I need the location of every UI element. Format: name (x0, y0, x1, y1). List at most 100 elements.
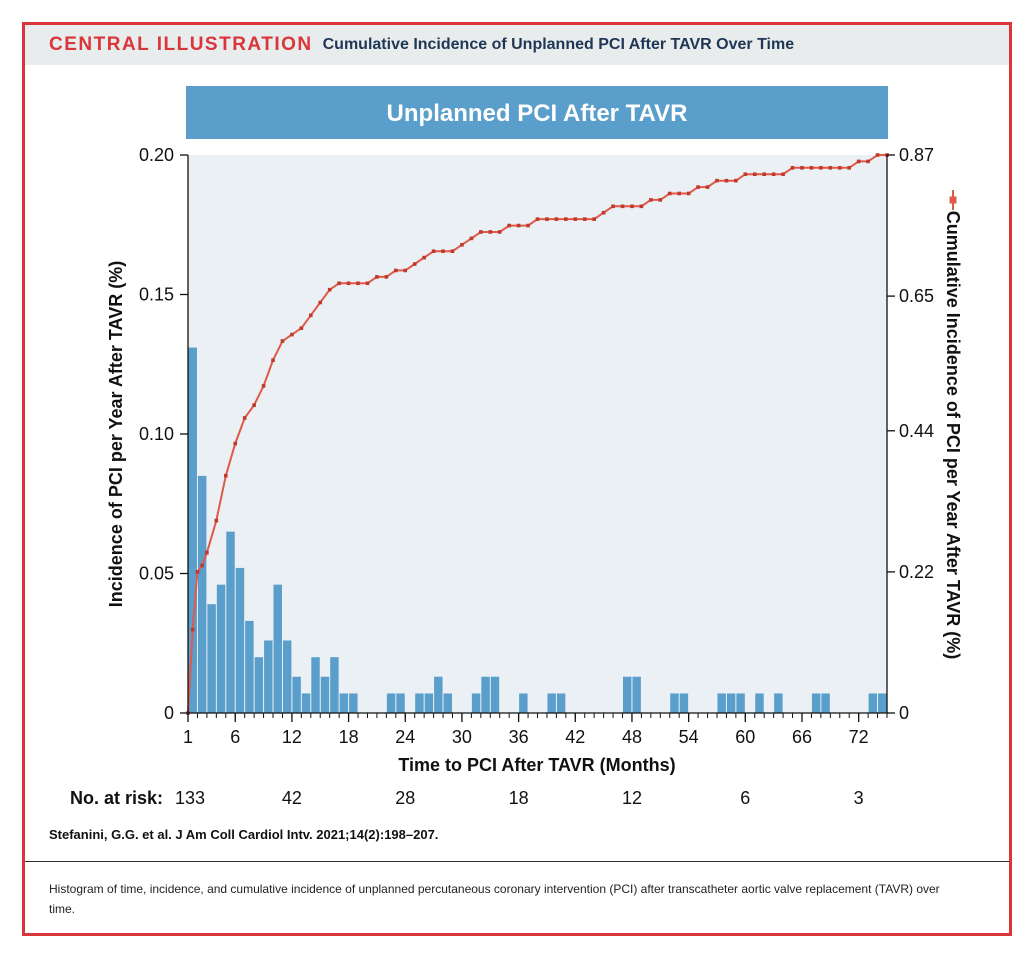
histogram-bar (273, 584, 282, 713)
x-tick-label: 1 (183, 727, 193, 747)
cumulative-marker (507, 223, 511, 228)
figure-title: Cumulative Incidence of Unplanned PCI Af… (322, 36, 795, 53)
cumulative-marker (200, 563, 204, 568)
x-tick-label: 54 (679, 727, 699, 747)
cumulative-marker (800, 166, 804, 170)
risk-table-value: 28 (395, 788, 415, 808)
histogram-bar (632, 676, 641, 713)
histogram-bar (339, 693, 349, 713)
cumulative-marker (431, 249, 436, 254)
histogram-bar (717, 693, 726, 713)
cumulative-marker (649, 198, 653, 202)
x-tick-label: 66 (792, 727, 812, 747)
histogram-bar (481, 676, 490, 713)
x-tick-label: 60 (735, 727, 755, 747)
y-left-tick-label: 0.10 (139, 424, 174, 444)
x-tick-label: 6 (230, 727, 240, 747)
plot-area (188, 155, 887, 713)
histogram-bar (188, 347, 197, 713)
cumulative-marker (190, 627, 195, 632)
histogram-bar (386, 693, 396, 713)
y-right-tick-label: 0 (899, 703, 909, 723)
cumulative-marker (327, 287, 332, 292)
cumulative-marker (620, 204, 625, 209)
histogram-bar (207, 604, 216, 713)
risk-table-value: 42 (282, 788, 302, 808)
cumulative-marker (497, 230, 502, 234)
cumulative-marker (195, 570, 200, 574)
histogram-bar (774, 693, 783, 713)
cumulative-marker (252, 403, 256, 407)
figure-frame: CENTRAL ILLUSTRATION Cumulative Incidenc… (22, 22, 1012, 936)
histogram-bar (490, 676, 500, 713)
cumulative-marker (837, 166, 842, 170)
cumulative-marker (545, 217, 549, 221)
cumulative-marker (573, 217, 578, 221)
cumulative-marker (762, 172, 767, 177)
histogram-bar (811, 693, 821, 713)
cumulative-marker (809, 166, 814, 170)
cumulative-marker (705, 185, 710, 189)
y-left-tick-label: 0.05 (139, 564, 174, 584)
chart-title: Unplanned PCI After TAVR (387, 100, 688, 127)
histogram-bar (434, 676, 443, 713)
histogram-bar (264, 640, 273, 713)
histogram-bar (547, 693, 556, 713)
histogram-bar (519, 693, 528, 713)
cumulative-marker (875, 153, 880, 157)
cumulative-marker (611, 204, 615, 209)
histogram-bar (424, 693, 434, 713)
x-tick-label: 48 (622, 727, 642, 747)
histogram-bar (311, 657, 320, 713)
histogram-bar (726, 693, 736, 713)
chart-title-banner (186, 86, 888, 139)
y-left-tick-label: 0.15 (139, 285, 174, 305)
y-left-tick-label: 0 (164, 703, 174, 723)
cumulative-marker (535, 217, 540, 221)
cumulative-marker (696, 185, 700, 189)
central-illustration-label: CENTRAL ILLUSTRATION (49, 34, 313, 55)
histogram-bar (235, 567, 245, 713)
x-tick-label: 36 (509, 727, 529, 747)
histogram-bar (878, 693, 887, 713)
histogram-bar (330, 657, 339, 713)
histogram-bar (301, 693, 311, 713)
histogram-bar (821, 693, 830, 713)
cumulative-marker (422, 255, 426, 260)
x-tick-label: 72 (849, 727, 869, 747)
histogram-bar (254, 657, 264, 713)
cumulative-marker (365, 281, 370, 286)
cumulative-marker (630, 204, 634, 209)
figure-header: CENTRAL ILLUSTRATION Cumulative Incidenc… (25, 25, 1009, 65)
histogram-bar (755, 693, 764, 713)
cumulative-marker (460, 242, 464, 247)
cumulative-marker (526, 223, 530, 228)
cumulative-marker (582, 217, 587, 221)
cumulative-marker (337, 281, 341, 286)
y-right-tick-label: 0.22 (899, 562, 934, 582)
risk-table-value: 3 (854, 788, 864, 808)
cumulative-marker (384, 275, 389, 279)
cumulative-marker (667, 191, 672, 196)
histogram-bar (216, 584, 226, 713)
risk-table-value: 6 (740, 788, 750, 808)
cumulative-marker (261, 384, 266, 388)
cumulative-marker (308, 313, 313, 318)
cumulative-marker (752, 172, 757, 177)
cumulative-marker (564, 217, 568, 221)
histogram-bar (396, 693, 405, 713)
histogram-bar (868, 693, 878, 713)
histogram-bar (226, 531, 235, 713)
cumulative-marker (516, 223, 521, 228)
y-axis-label-left: Incidence of PCI per Year After TAVR (%) (106, 261, 126, 607)
histogram-bar (320, 676, 330, 713)
cumulative-marker (441, 249, 445, 254)
cumulative-marker (271, 358, 275, 363)
cumulative-marker (280, 339, 285, 343)
cumulative-marker (601, 210, 606, 215)
figure-caption: Histogram of time, incidence, and cumula… (49, 882, 940, 916)
histogram-bar (292, 676, 301, 713)
cumulative-marker (242, 416, 247, 420)
x-tick-label: 12 (282, 727, 302, 747)
